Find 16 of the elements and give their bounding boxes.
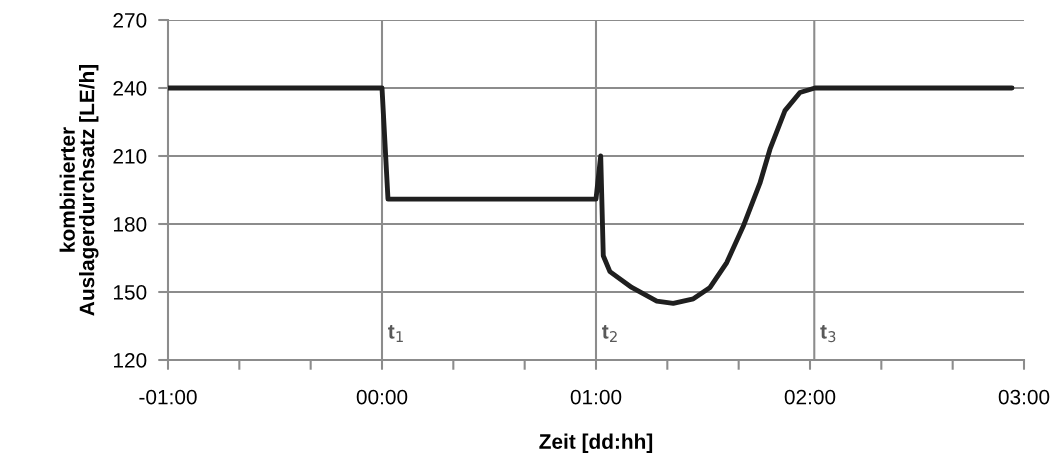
y-tick-label: 120	[114, 353, 147, 368]
y-tick-label: 150	[114, 285, 147, 300]
y-tick-label: 240	[113, 81, 147, 96]
y-axis-title: kombinierter Auslagerdurchsatz [LE/h]	[59, 64, 99, 316]
x-tick-label: -01:00	[139, 389, 197, 405]
ref-line-label: t$_{3}$	[820, 324, 836, 343]
x-tick-label: 03:00	[998, 389, 1050, 405]
x-axis-title: Zeit [dd:hh]	[539, 433, 653, 454]
ref-line-label: t$_{1}$	[388, 324, 403, 342]
x-tick-label: 02:00	[784, 389, 836, 405]
y-tick-label: 270	[113, 13, 147, 28]
y-tick-label: 210	[113, 149, 147, 164]
x-tick-label: 01:00	[570, 389, 622, 405]
y-tick-label: 180	[114, 217, 147, 232]
ref-line-label: t$_{2}$	[602, 324, 617, 342]
x-tick-label: 00:00	[356, 389, 408, 405]
